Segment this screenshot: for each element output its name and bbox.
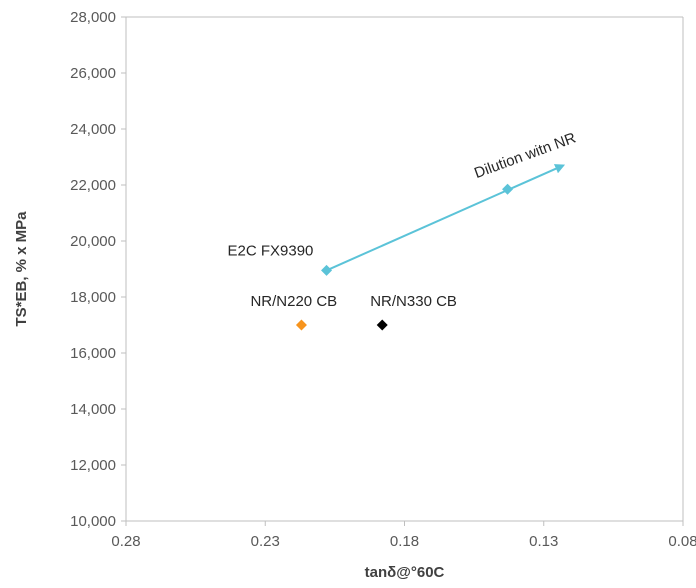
x-tick-label: 0.28	[111, 533, 140, 550]
x-tick-labels: 0.28 0.23 0.18 0.13 0.08	[111, 521, 696, 550]
y-axis-title: TS*EB, % x MPa	[13, 211, 30, 327]
label-nr-n220-cb: NR/N220 CB	[250, 293, 337, 310]
y-tick-label: 10,000	[70, 513, 116, 530]
x-tick-label: 0.13	[529, 533, 558, 550]
label-dilution-with-nr: Dilution witn NR	[472, 129, 578, 182]
axes	[125, 16, 684, 522]
data-point-0-0	[321, 264, 333, 276]
y-tick-label: 18,000	[70, 289, 116, 306]
y-tick-label: 26,000	[70, 65, 116, 82]
y-tick-label: 20,000	[70, 233, 116, 250]
data-points	[295, 183, 514, 331]
x-tick-label: 0.23	[251, 533, 280, 550]
y-tick-label: 12,000	[70, 457, 116, 474]
y-tick-label: 16,000	[70, 345, 116, 362]
y-tick-label: 22,000	[70, 177, 116, 194]
x-tick-label: 0.18	[390, 533, 419, 550]
data-point-0-1	[502, 183, 514, 195]
x-tick-label: 0.08	[668, 533, 696, 550]
dilution-arrow	[326, 164, 566, 272]
y-tick-label: 28,000	[70, 9, 116, 26]
y-tick-label: 24,000	[70, 121, 116, 138]
data-point-2-0	[376, 319, 388, 331]
x-axis-title: tanδ@°60C	[365, 564, 445, 581]
label-nr-n330-cb: NR/N330 CB	[370, 293, 457, 310]
y-tick-labels: 10,000 12,000 14,000 16,000 18,000 20,000 22,0…	[70, 9, 126, 530]
label-e2c-fx9390: E2C FX9390	[228, 242, 314, 259]
data-point-1-0	[295, 319, 307, 331]
y-tick-label: 14,000	[70, 401, 116, 418]
